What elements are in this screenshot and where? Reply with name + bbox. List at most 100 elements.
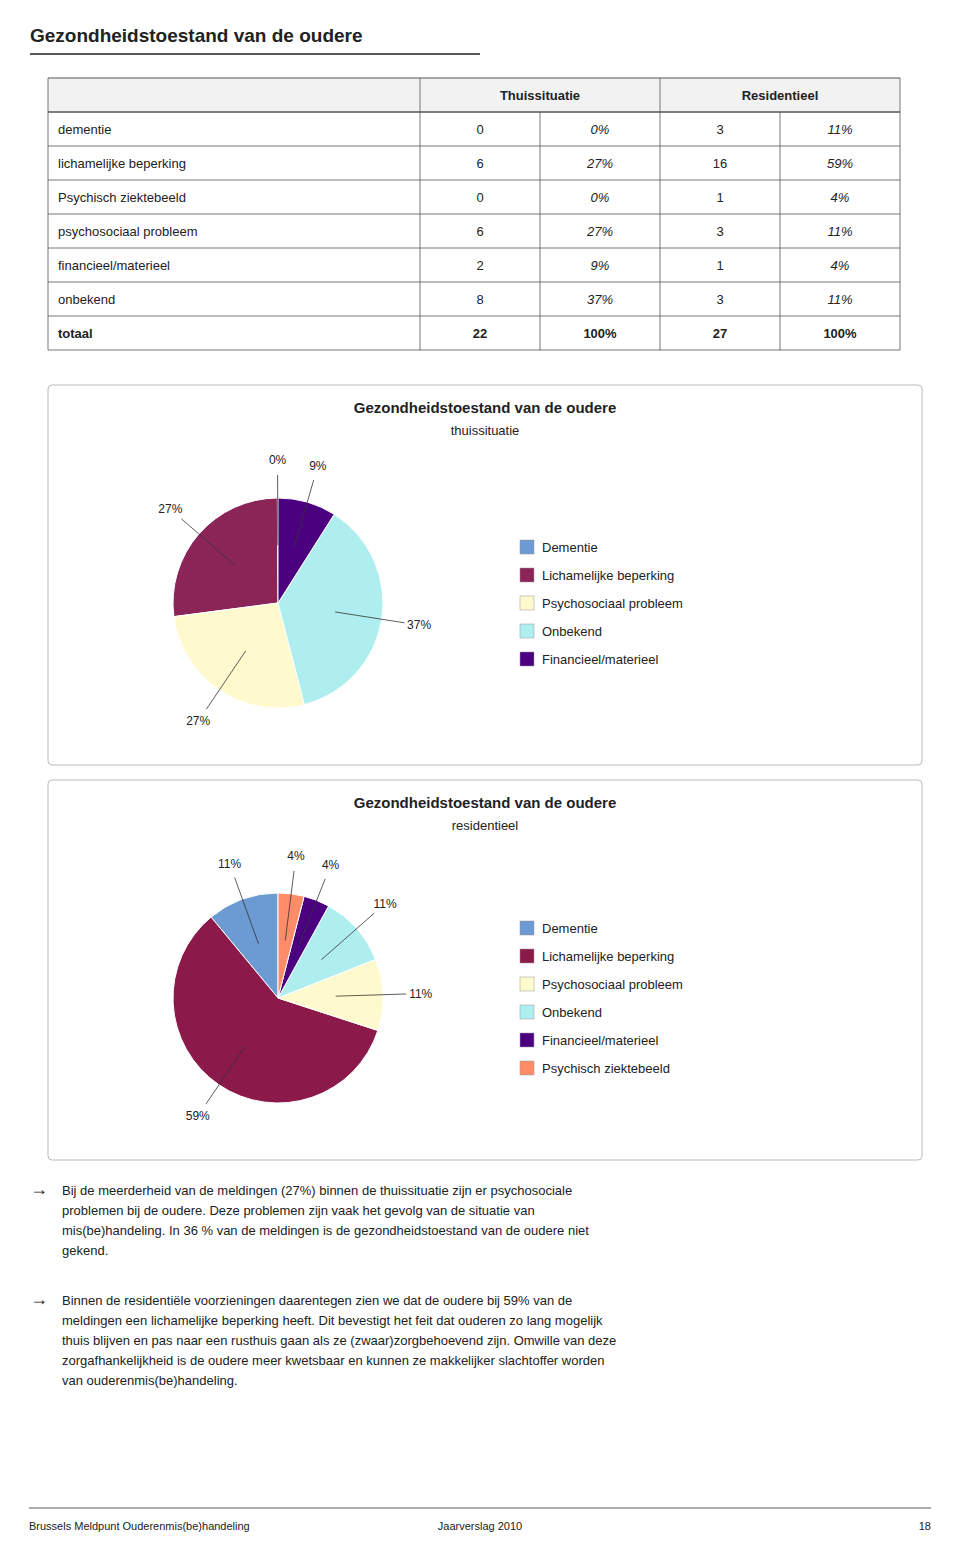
table-rule xyxy=(900,78,901,350)
pie-frame xyxy=(48,780,922,1160)
legend: DementieLichamelijke beperkingPsychosoci… xyxy=(520,540,683,667)
table-row-label: Psychisch ziektebeeld xyxy=(58,190,186,205)
table-rule xyxy=(780,112,781,350)
table-count: 0 xyxy=(476,190,483,205)
table-count: 3 xyxy=(716,122,723,137)
table-row-label: totaal xyxy=(58,326,93,341)
legend-entry: Dementie xyxy=(542,540,598,555)
table-rule xyxy=(48,78,49,350)
table-count: 6 xyxy=(476,156,483,171)
pie-data-label: 11% xyxy=(374,897,397,911)
pie-subtitle: residentieel xyxy=(452,818,519,833)
table-rule xyxy=(48,146,900,147)
table-rule xyxy=(660,78,661,350)
footer-left: Brussels Meldpunt Ouderenmis(be)handelin… xyxy=(29,1520,250,1532)
table-share: 4% xyxy=(831,190,850,205)
table-count: 3 xyxy=(716,292,723,307)
table-rule xyxy=(48,316,900,317)
table-count: 16 xyxy=(713,156,727,171)
legend-swatch xyxy=(520,596,534,610)
legend-swatch xyxy=(520,540,534,554)
legend-entry: Onbekend xyxy=(542,624,602,639)
leader-line xyxy=(294,480,314,548)
table-share: 11% xyxy=(827,292,852,307)
table-rule xyxy=(48,180,900,181)
leader-line xyxy=(336,994,406,996)
page-title: Gezondheidstoestand van de oudere xyxy=(30,25,363,46)
legend-swatch xyxy=(520,1061,534,1075)
footer-right: 18 xyxy=(919,1520,931,1532)
footer: Brussels Meldpunt Ouderenmis(be)handelin… xyxy=(29,1508,931,1532)
pie-slices xyxy=(173,893,383,1103)
note-line: Bij de meerderheid van de meldingen (27%… xyxy=(62,1183,572,1198)
note: →Binnen de residentiële voorzieningen da… xyxy=(30,1289,616,1388)
note-line: mis(be)handeling. In 36 % van de melding… xyxy=(62,1223,589,1238)
table-row-label: lichamelijke beperking xyxy=(58,156,186,171)
legend-entry: Financieel/materieel xyxy=(542,1033,658,1048)
pie-labels: 0%27%27%37%9% xyxy=(158,453,431,728)
table-share: 9% xyxy=(591,258,610,273)
leader-line xyxy=(206,651,245,709)
table-row-label: onbekend xyxy=(58,292,115,307)
page: Gezondheidstoestand van de oudere Thuissi… xyxy=(0,0,960,1551)
note-line: thuis blijven en pas naar een rusthuis g… xyxy=(62,1333,616,1348)
pie-data-label: 0% xyxy=(269,453,287,467)
table-count: 1 xyxy=(716,258,723,273)
pie-frame xyxy=(48,385,922,765)
table-share: 100% xyxy=(583,326,617,341)
footer-rule xyxy=(29,1508,931,1509)
pie-data-label: 37% xyxy=(407,618,431,632)
pie-data-label: 27% xyxy=(158,502,182,516)
legend-entry: Dementie xyxy=(542,921,598,936)
table-rule xyxy=(48,111,900,113)
note-line: problemen bij de oudere. Deze problemen … xyxy=(62,1203,535,1218)
legend-swatch xyxy=(520,949,534,963)
table-header: Thuissituatie xyxy=(500,88,580,103)
table-share: 11% xyxy=(827,224,852,239)
table-share: 37% xyxy=(587,292,613,307)
legend-swatch xyxy=(520,921,534,935)
pie-data-label: 11% xyxy=(218,857,241,871)
note-line: Binnen de residentiële voorzieningen daa… xyxy=(62,1293,572,1308)
table-share: 0% xyxy=(591,190,610,205)
table: ThuissituatieResidentieeldementie00%311%… xyxy=(48,78,900,350)
table-rule xyxy=(420,112,421,350)
pie-data-label: 27% xyxy=(186,714,210,728)
pie-data-label: 11% xyxy=(409,987,432,1001)
note-line: zorgafhankelijkheid is de oudere meer kw… xyxy=(62,1353,604,1368)
footer-center: Jaarverslag 2010 xyxy=(438,1520,522,1532)
legend: DementieLichamelijke beperkingPsychosoci… xyxy=(520,921,683,1076)
pie-slice xyxy=(173,498,278,617)
legend-swatch xyxy=(520,1005,534,1019)
table-row-label: dementie xyxy=(58,122,111,137)
table-rule xyxy=(48,248,900,249)
table-count: 0 xyxy=(476,122,483,137)
note-line: van ouderenmis(be)handeling. xyxy=(62,1373,238,1388)
note-text: Binnen de residentiële voorzieningen daa… xyxy=(62,1293,616,1388)
note-line: meldingen een lichamelijke beperking hee… xyxy=(62,1313,603,1328)
pie-slice xyxy=(278,498,334,603)
leader-line xyxy=(181,519,234,565)
leader-line xyxy=(285,871,294,941)
note: →Bij de meerderheid van de meldingen (27… xyxy=(30,1179,589,1258)
table-count: 27 xyxy=(713,326,727,341)
leader-line xyxy=(321,913,374,960)
leader-line xyxy=(206,1046,246,1104)
legend-entry: Financieel/materieel xyxy=(542,652,658,667)
table-count: 8 xyxy=(476,292,483,307)
table-rule xyxy=(48,78,900,79)
pie-slice xyxy=(278,893,304,998)
table-share: 100% xyxy=(823,326,857,341)
table-share: 27% xyxy=(586,156,613,171)
pie-data-label: 59% xyxy=(186,1109,210,1123)
legend-swatch xyxy=(520,624,534,638)
pie-panel: Gezondheidstoestand van de ouderethuissi… xyxy=(48,385,922,765)
note-line: gekend. xyxy=(62,1243,108,1258)
note-text: Bij de meerderheid van de meldingen (27%… xyxy=(62,1183,589,1258)
table-count: 1 xyxy=(716,190,723,205)
legend-entry: Lichamelijke beperking xyxy=(542,568,674,583)
table-row-label: financieel/materieel xyxy=(58,258,170,273)
table-share: 0% xyxy=(591,122,610,137)
table-share: 11% xyxy=(827,122,852,137)
table-count: 22 xyxy=(473,326,487,341)
